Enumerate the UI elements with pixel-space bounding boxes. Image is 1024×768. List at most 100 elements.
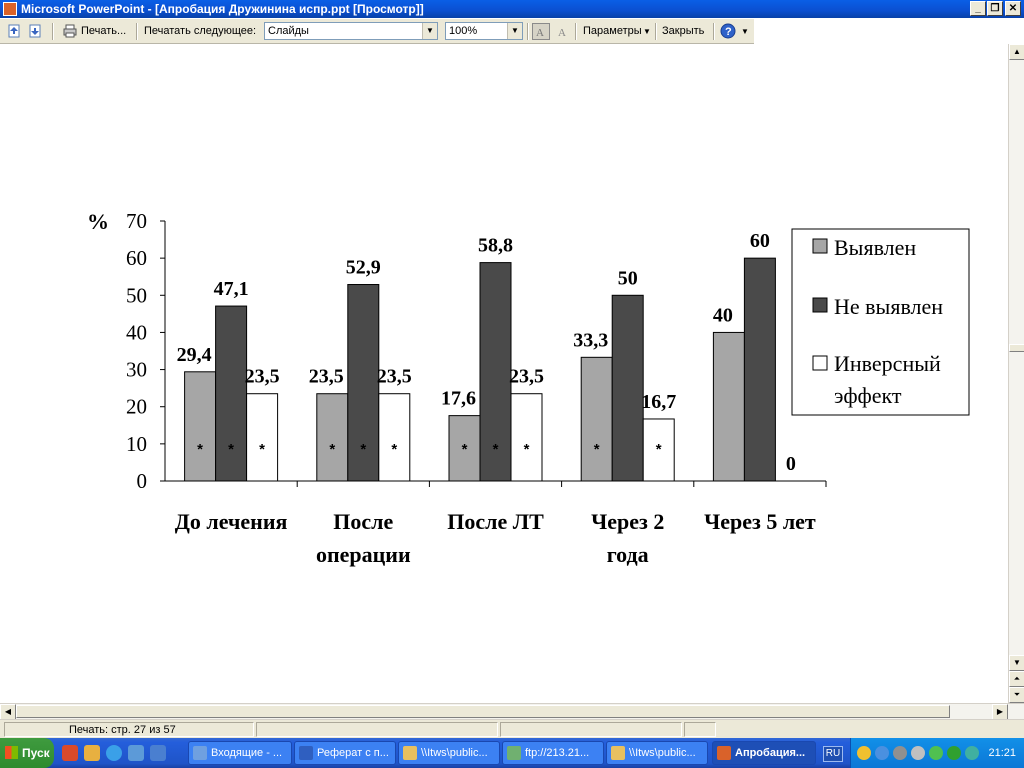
- outlook-express-icon[interactable]: [128, 745, 144, 761]
- taskbar-button-ftp[interactable]: ftp://213.21...: [502, 741, 604, 765]
- folder-icon: [611, 746, 625, 760]
- options-menu-button[interactable]: Параметры: [583, 25, 642, 37]
- data-label: 29,4: [177, 344, 212, 366]
- horizontal-scrollbar[interactable]: ◀ ▶: [0, 703, 1024, 720]
- minimize-button[interactable]: _: [970, 1, 986, 16]
- category-label: года: [607, 542, 649, 567]
- network-icon[interactable]: [875, 746, 889, 760]
- significance-marker: *: [197, 441, 203, 458]
- significance-marker: *: [493, 441, 499, 458]
- slide-chart: 0 10 20 30 40 50 60 70 29,4 * 47,1 * 23,5 * До лечения…: [87, 209, 970, 567]
- scroll-down-arrow-icon[interactable]: ▼: [1009, 655, 1024, 671]
- scroll-left-arrow-icon[interactable]: ◀: [0, 704, 16, 720]
- powerpoint-icon[interactable]: [3, 2, 17, 16]
- data-label: 23,5: [245, 366, 280, 388]
- internet-explorer-icon[interactable]: [106, 745, 122, 761]
- category-label: После ЛТ: [447, 509, 544, 534]
- legend-swatch-not-detected: [812, 297, 828, 313]
- vertical-scroll-thumb[interactable]: [1009, 344, 1024, 352]
- data-label: 17,6: [441, 388, 476, 410]
- previous-page-arrow-icon[interactable]: ⏶: [1009, 671, 1024, 687]
- y-tick-label: 40: [126, 320, 147, 344]
- help-icon[interactable]: ?: [720, 23, 736, 39]
- status-panel: [684, 722, 716, 737]
- horizontal-scroll-thumb[interactable]: [16, 705, 950, 718]
- close-preview-button[interactable]: Закрыть: [662, 25, 705, 37]
- printer-icon[interactable]: [62, 23, 78, 39]
- zoom-select[interactable]: 100% ▼: [445, 22, 523, 40]
- print-button[interactable]: Печать...: [81, 25, 127, 37]
- opera-icon[interactable]: [62, 745, 78, 761]
- taskbar-button-label: \\Itws\public...: [629, 747, 696, 759]
- print-preview-toolbar: Печать... Печатать следующее: Слайды ▼ 1…: [0, 19, 754, 44]
- powerpoint-icon: [717, 746, 731, 760]
- significance-marker: *: [259, 441, 265, 458]
- start-button[interactable]: Пуск: [0, 738, 54, 768]
- tray-app-icon[interactable]: [893, 746, 907, 760]
- tray-app-icon[interactable]: [911, 746, 925, 760]
- next-page-icon[interactable]: [27, 23, 43, 39]
- chevron-down-icon[interactable]: ▼: [507, 23, 522, 39]
- start-button-label: Пуск: [22, 746, 50, 760]
- category-label: Через 5 лет: [704, 509, 816, 534]
- language-indicator[interactable]: RU: [823, 746, 843, 762]
- taskbar-button-folder-1[interactable]: \\Itws\public...: [398, 741, 500, 765]
- print-what-label: Печатать следующее:: [144, 25, 257, 37]
- taskbar-button-inbox[interactable]: Входящие - ...: [188, 741, 292, 765]
- status-panel-page: Печать: стр. 27 из 57: [4, 722, 254, 737]
- chevron-down-icon[interactable]: ▼: [643, 27, 651, 36]
- taskbar-button-label: Апробация...: [735, 747, 806, 759]
- quicklaunch-app-icon[interactable]: [84, 745, 100, 761]
- legend-swatch-inverse: [812, 355, 828, 371]
- taskbar-button-powerpoint[interactable]: Апробация...: [712, 741, 816, 765]
- icq-icon[interactable]: [947, 746, 961, 760]
- scroll-right-arrow-icon[interactable]: ▶: [992, 704, 1008, 720]
- legend-label-detected: Выявлен: [834, 235, 916, 260]
- close-window-button[interactable]: ✕: [1005, 1, 1021, 16]
- y-axis-label: %: [87, 209, 109, 234]
- legend-swatch-detected: [812, 238, 828, 254]
- bar: [479, 262, 512, 482]
- category-label: операции: [316, 542, 411, 567]
- font-size-icon[interactable]: A: [554, 23, 570, 39]
- data-label: 33,3: [573, 329, 608, 351]
- bar: [448, 415, 481, 482]
- status-bar: Печать: стр. 27 из 57: [0, 719, 1024, 738]
- status-panel: [500, 722, 682, 737]
- chevron-down-icon[interactable]: ▼: [422, 23, 437, 39]
- print-what-select[interactable]: Слайды ▼: [264, 22, 438, 40]
- taskbar-button-label: Реферат с п...: [317, 747, 389, 759]
- grayscale-toggle-icon[interactable]: A: [532, 23, 550, 40]
- antivirus-icon[interactable]: [929, 746, 943, 760]
- taskbar-button-label: ftp://213.21...: [525, 747, 590, 759]
- taskbar-button-referat[interactable]: Реферат с п...: [294, 741, 396, 765]
- status-panel: [256, 722, 498, 737]
- next-page-arrow-icon[interactable]: ⏷: [1009, 687, 1024, 703]
- svg-text:A: A: [558, 27, 566, 39]
- toolbar-options-icon[interactable]: ▼: [741, 27, 749, 36]
- windows-logo-icon: [5, 746, 18, 759]
- show-desktop-icon[interactable]: [150, 745, 166, 761]
- restore-button[interactable]: ❐: [987, 1, 1003, 16]
- significance-marker: *: [228, 441, 234, 458]
- toolbar-separator: [655, 23, 657, 40]
- bar: [510, 393, 543, 482]
- vertical-scrollbar[interactable]: ▲ ▼ ⏶ ⏷: [1008, 44, 1024, 703]
- significance-marker: *: [329, 441, 335, 458]
- legend-label-inverse-line2: эффект: [834, 383, 902, 408]
- y-tick-label: 50: [126, 283, 147, 307]
- security-shield-icon[interactable]: [857, 746, 871, 760]
- significance-marker: *: [524, 441, 530, 458]
- bar: [611, 294, 644, 482]
- bar: [642, 418, 675, 482]
- toolbar-separator: [136, 23, 138, 40]
- data-label: 16,7: [641, 391, 676, 413]
- y-tick-label: 60: [126, 246, 147, 270]
- title-bar: Microsoft PowerPoint - [Апробация Дружин…: [0, 0, 1024, 18]
- tray-app-icon[interactable]: [965, 746, 979, 760]
- scroll-up-arrow-icon[interactable]: ▲: [1009, 44, 1024, 60]
- significance-marker: *: [656, 441, 662, 458]
- taskbar-button-folder-2[interactable]: \\Itws\public...: [606, 741, 708, 765]
- y-tick-label: 20: [126, 395, 147, 419]
- previous-page-icon[interactable]: [6, 23, 22, 39]
